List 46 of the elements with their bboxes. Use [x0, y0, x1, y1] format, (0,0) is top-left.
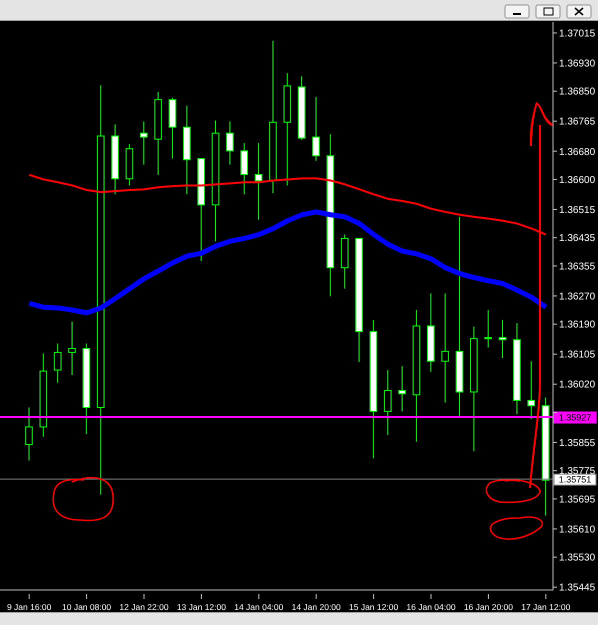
y-tick-label: 1.36270: [559, 291, 596, 302]
y-tick-label: 1.36435: [559, 233, 596, 244]
y-tick-label: 1.36765: [559, 116, 596, 128]
candlestick: [441, 292, 449, 404]
y-tick-label: 1.37015: [559, 28, 596, 40]
y-tick-label: 1.35775: [559, 466, 596, 478]
candlestick: [484, 310, 492, 348]
y-tick-label: 1.36105: [559, 350, 596, 361]
y-tick-label: 1.36515: [559, 205, 596, 216]
y-tick-label: 1.36680: [559, 146, 596, 158]
x-tick-label: 9 Jan 16:00: [6, 602, 52, 612]
x-tick-label: 15 Jan 12:00: [349, 602, 398, 612]
candlestick: [240, 142, 248, 195]
ref-line-label: 1.35751: [558, 474, 592, 485]
y-tick-label: 1.35530: [559, 552, 596, 564]
candlestick: [384, 370, 392, 436]
x-tick-label: 16 Jan 04:00: [406, 602, 456, 612]
y-tick-label: 1.36190: [559, 320, 596, 331]
x-tick-label: 10 Jan 08:00: [62, 602, 112, 612]
candlestick: [68, 321, 76, 376]
x-tick-label: 17 Jan 12:00: [521, 602, 571, 612]
x-tick-label: 16 Jan 20:00: [464, 602, 514, 612]
candlestick: [140, 121, 148, 166]
candlestick: [312, 96, 320, 162]
ref-line-label: 1.35927: [558, 412, 592, 423]
x-tick-label: 13 Jan 12:00: [176, 602, 226, 612]
y-tick-label: 1.36930: [559, 58, 596, 70]
x-tick-label: 14 Jan 04:00: [234, 602, 284, 612]
candlestick: [254, 142, 262, 220]
x-tick-label: 14 Jan 20:00: [292, 602, 342, 612]
candlestick: [226, 121, 234, 166]
y-tick-label: 1.35445: [559, 582, 596, 594]
candlestick: [25, 406, 33, 461]
line-series: [28, 174, 547, 236]
y-tick-label: 1.36020: [559, 380, 596, 391]
candlestick: [527, 360, 536, 420]
y-tick-label: 1.35855: [559, 438, 596, 449]
x-tick-label: 12 Jan 22:00: [119, 602, 169, 612]
candlestick: [54, 343, 62, 384]
y-tick-label: 1.36600: [559, 174, 596, 186]
y-tick-label: 1.35610: [559, 524, 596, 536]
candlestick: [498, 319, 506, 359]
y-tick-label: 1.36355: [559, 261, 596, 272]
y-tick-label: 1.36850: [559, 86, 596, 98]
y-tick-label: 1.35695: [559, 494, 596, 506]
candlestick: [398, 366, 406, 412]
